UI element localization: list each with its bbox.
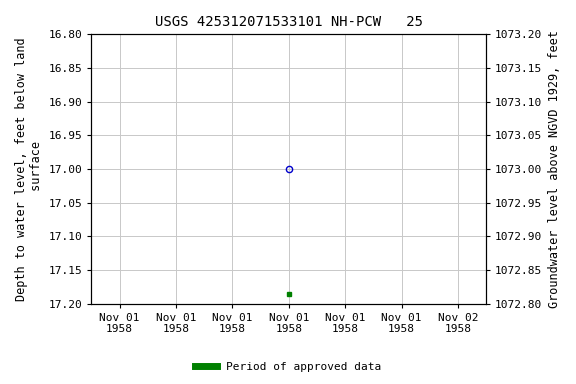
Title: USGS 425312071533101 NH-PCW   25: USGS 425312071533101 NH-PCW 25 bbox=[155, 15, 423, 29]
Y-axis label: Depth to water level, feet below land
 surface: Depth to water level, feet below land su… bbox=[15, 37, 43, 301]
Y-axis label: Groundwater level above NGVD 1929, feet: Groundwater level above NGVD 1929, feet bbox=[548, 30, 561, 308]
Legend: Period of approved data: Period of approved data bbox=[191, 358, 385, 377]
